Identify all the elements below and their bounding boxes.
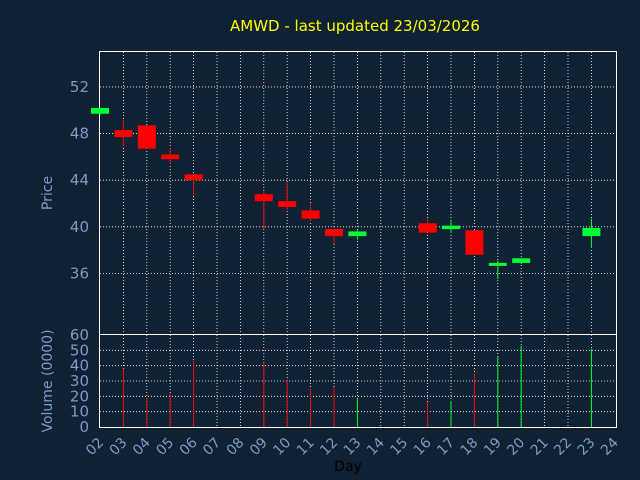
price-y-tick-label: 40 — [70, 218, 89, 236]
volume-y-tick-label: 20 — [70, 387, 89, 405]
candle-body — [465, 230, 484, 255]
volume-y-tick-label: 10 — [70, 403, 89, 421]
candle-body — [512, 258, 531, 263]
chart-title: AMWD - last updated 23/03/2026 — [230, 17, 480, 35]
candle-04 — [137, 125, 156, 149]
volume-bars — [122, 345, 592, 427]
candle-05 — [161, 147, 180, 164]
volume-y-tick-label: 50 — [70, 341, 89, 359]
candle-18 — [465, 230, 484, 255]
volume-y-tick-label: 40 — [70, 357, 89, 375]
candles — [91, 107, 601, 280]
price-y-tick-label: 44 — [70, 171, 89, 189]
candle-body — [325, 229, 343, 237]
candle-body — [278, 201, 297, 207]
candle-19 — [488, 260, 507, 280]
candle-11 — [301, 203, 320, 221]
price-y-tick-label: 36 — [70, 264, 89, 282]
candle-body — [254, 194, 273, 202]
candle-body — [91, 107, 109, 114]
candle-body — [161, 154, 180, 160]
candle-12 — [325, 229, 343, 245]
candle-09 — [254, 191, 273, 230]
candle-body — [418, 223, 437, 233]
candle-02 — [91, 107, 109, 115]
candle-body — [442, 225, 460, 230]
candle-10 — [278, 182, 297, 210]
candle-06 — [184, 174, 203, 196]
price-grid — [100, 52, 616, 334]
price-y-ticks: 36 40 44 48 52 — [70, 78, 89, 282]
candle-17 — [442, 219, 460, 233]
candle-03 — [114, 119, 133, 147]
volume-y-tick-label: 0 — [79, 418, 89, 436]
candle-16 — [418, 218, 437, 233]
candle-13 — [348, 230, 367, 240]
price-panel: 36 40 44 48 52 Price — [40, 51, 617, 335]
candle-body — [137, 125, 156, 149]
price-y-tick-label: 48 — [70, 125, 89, 143]
volume-y-tick-label: 30 — [70, 372, 89, 390]
candle-body — [488, 262, 507, 266]
volume-panel-border — [99, 334, 617, 428]
candle-body — [114, 130, 133, 138]
volume-grid — [100, 335, 616, 427]
volume-y-tick-label: 60 — [70, 326, 89, 344]
candle-body — [301, 210, 320, 219]
candle-body — [184, 174, 203, 181]
price-y-label: Price — [40, 176, 56, 210]
x-axis-label: Day — [334, 459, 362, 475]
volume-y-label: Volume (0000) — [40, 329, 56, 432]
candle-23 — [582, 218, 601, 248]
candle-body — [348, 231, 367, 237]
candle-body — [582, 227, 601, 237]
x-ticks: 02 03 04 05 06 07 08 09 10 11 12 13 14 15 16 17 18 19 20 21… — [83, 435, 622, 459]
candle-20 — [512, 258, 531, 265]
price-y-tick-label: 52 — [70, 78, 89, 96]
